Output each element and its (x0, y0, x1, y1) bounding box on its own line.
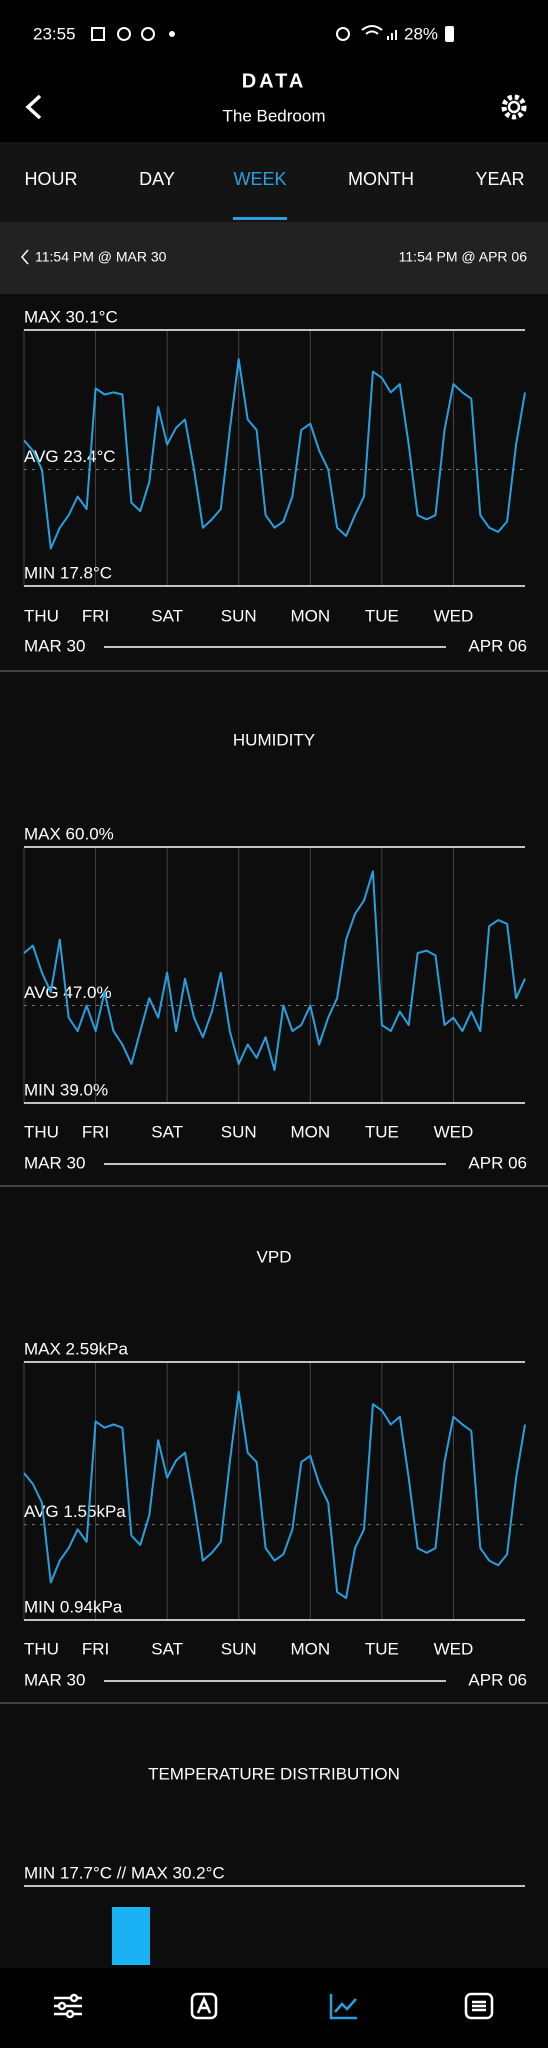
nav-menu[interactable] (464, 1992, 494, 2020)
tab[interactable]: MONTH (348, 169, 414, 189)
top-bar (0, 0, 548, 142)
data-line (23, 1390, 526, 1600)
data-line (23, 358, 526, 550)
x-tick-label: THU (24, 1639, 59, 1658)
y-tick-label: MAX 60.0% (24, 824, 114, 843)
x-tick-label: TUE (365, 1122, 399, 1141)
nav-mode[interactable] (190, 1992, 218, 2020)
x-tick-label: SUN (221, 1639, 257, 1658)
x-tick-label: SUN (221, 606, 257, 625)
chart-title: TEMPERATURE DISTRIBUTION (148, 1764, 400, 1783)
date-end: APR 06 (468, 636, 527, 655)
x-tick-label: WED (434, 1122, 474, 1141)
date-start: MAR 30 (24, 1153, 85, 1172)
range-prev[interactable] (21, 249, 29, 265)
bottom-nav (0, 1968, 548, 2048)
x-tick-label: WED (434, 1639, 474, 1658)
x-tick-label: SUN (221, 1122, 257, 1141)
tab[interactable]: WEEK (233, 169, 286, 189)
tab[interactable]: HOUR (25, 169, 78, 189)
status-time: 23:55 (33, 24, 76, 43)
x-tick-label: TUE (365, 606, 399, 625)
date-end: APR 06 (468, 1670, 527, 1689)
x-tick-label: FRI (82, 1122, 109, 1141)
x-tick-label: SAT (151, 606, 183, 625)
date-start: MAR 30 (24, 636, 85, 655)
x-tick-label: WED (434, 606, 474, 625)
chart-title: VPD (257, 1247, 292, 1266)
date-end: APR 06 (468, 1153, 527, 1172)
x-tick-label: FRI (82, 1639, 109, 1658)
x-tick-label: MON (290, 606, 330, 625)
page-subtitle: The Bedroom (223, 106, 326, 125)
distribution-bar (112, 1907, 150, 1965)
range-bar (0, 222, 548, 294)
tab[interactable]: YEAR (475, 169, 524, 189)
range-start: 11:54 PM @ MAR 30 (35, 249, 167, 265)
tab-bar (0, 142, 548, 222)
tab-indicator (233, 217, 287, 220)
y-tick-label: AVG 47.0% (24, 983, 112, 1002)
y-tick-label: AVG 1.55kPa (24, 1502, 126, 1521)
y-tick-label: MIN 0.94kPa (24, 1597, 123, 1616)
y-tick-label: MIN 17.8°C (24, 563, 112, 582)
x-tick-label: TUE (365, 1639, 399, 1658)
y-tick-label: MAX 30.1°C (24, 307, 118, 326)
range-end: 11:54 PM @ APR 06 (399, 249, 528, 265)
battery-icon (445, 26, 454, 42)
x-tick-label: THU (24, 1122, 59, 1141)
x-tick-label: MON (290, 1122, 330, 1141)
nav-controls[interactable] (54, 1993, 82, 2019)
tab[interactable]: DAY (139, 169, 175, 189)
page-title: DATA (242, 70, 307, 92)
back-button[interactable] (25, 94, 42, 120)
distribution-range: MIN 17.7°C // MAX 30.2°C (24, 1863, 225, 1882)
x-tick-label: FRI (82, 606, 109, 625)
x-tick-label: THU (24, 606, 59, 625)
nav-data[interactable] (329, 1994, 357, 2020)
y-tick-label: MAX 2.59kPa (24, 1339, 128, 1358)
chart-title: HUMIDITY (233, 730, 315, 749)
settings-button[interactable] (501, 94, 527, 120)
y-tick-label: AVG 23.4°C (24, 447, 116, 466)
battery: 28% (404, 24, 438, 43)
x-tick-label: MON (290, 1639, 330, 1658)
x-tick-label: SAT (151, 1639, 183, 1658)
x-tick-label: SAT (151, 1122, 183, 1141)
y-tick-label: MIN 39.0% (24, 1080, 108, 1099)
status-icons (91, 25, 397, 41)
data-line (23, 870, 526, 1072)
date-start: MAR 30 (24, 1670, 85, 1689)
